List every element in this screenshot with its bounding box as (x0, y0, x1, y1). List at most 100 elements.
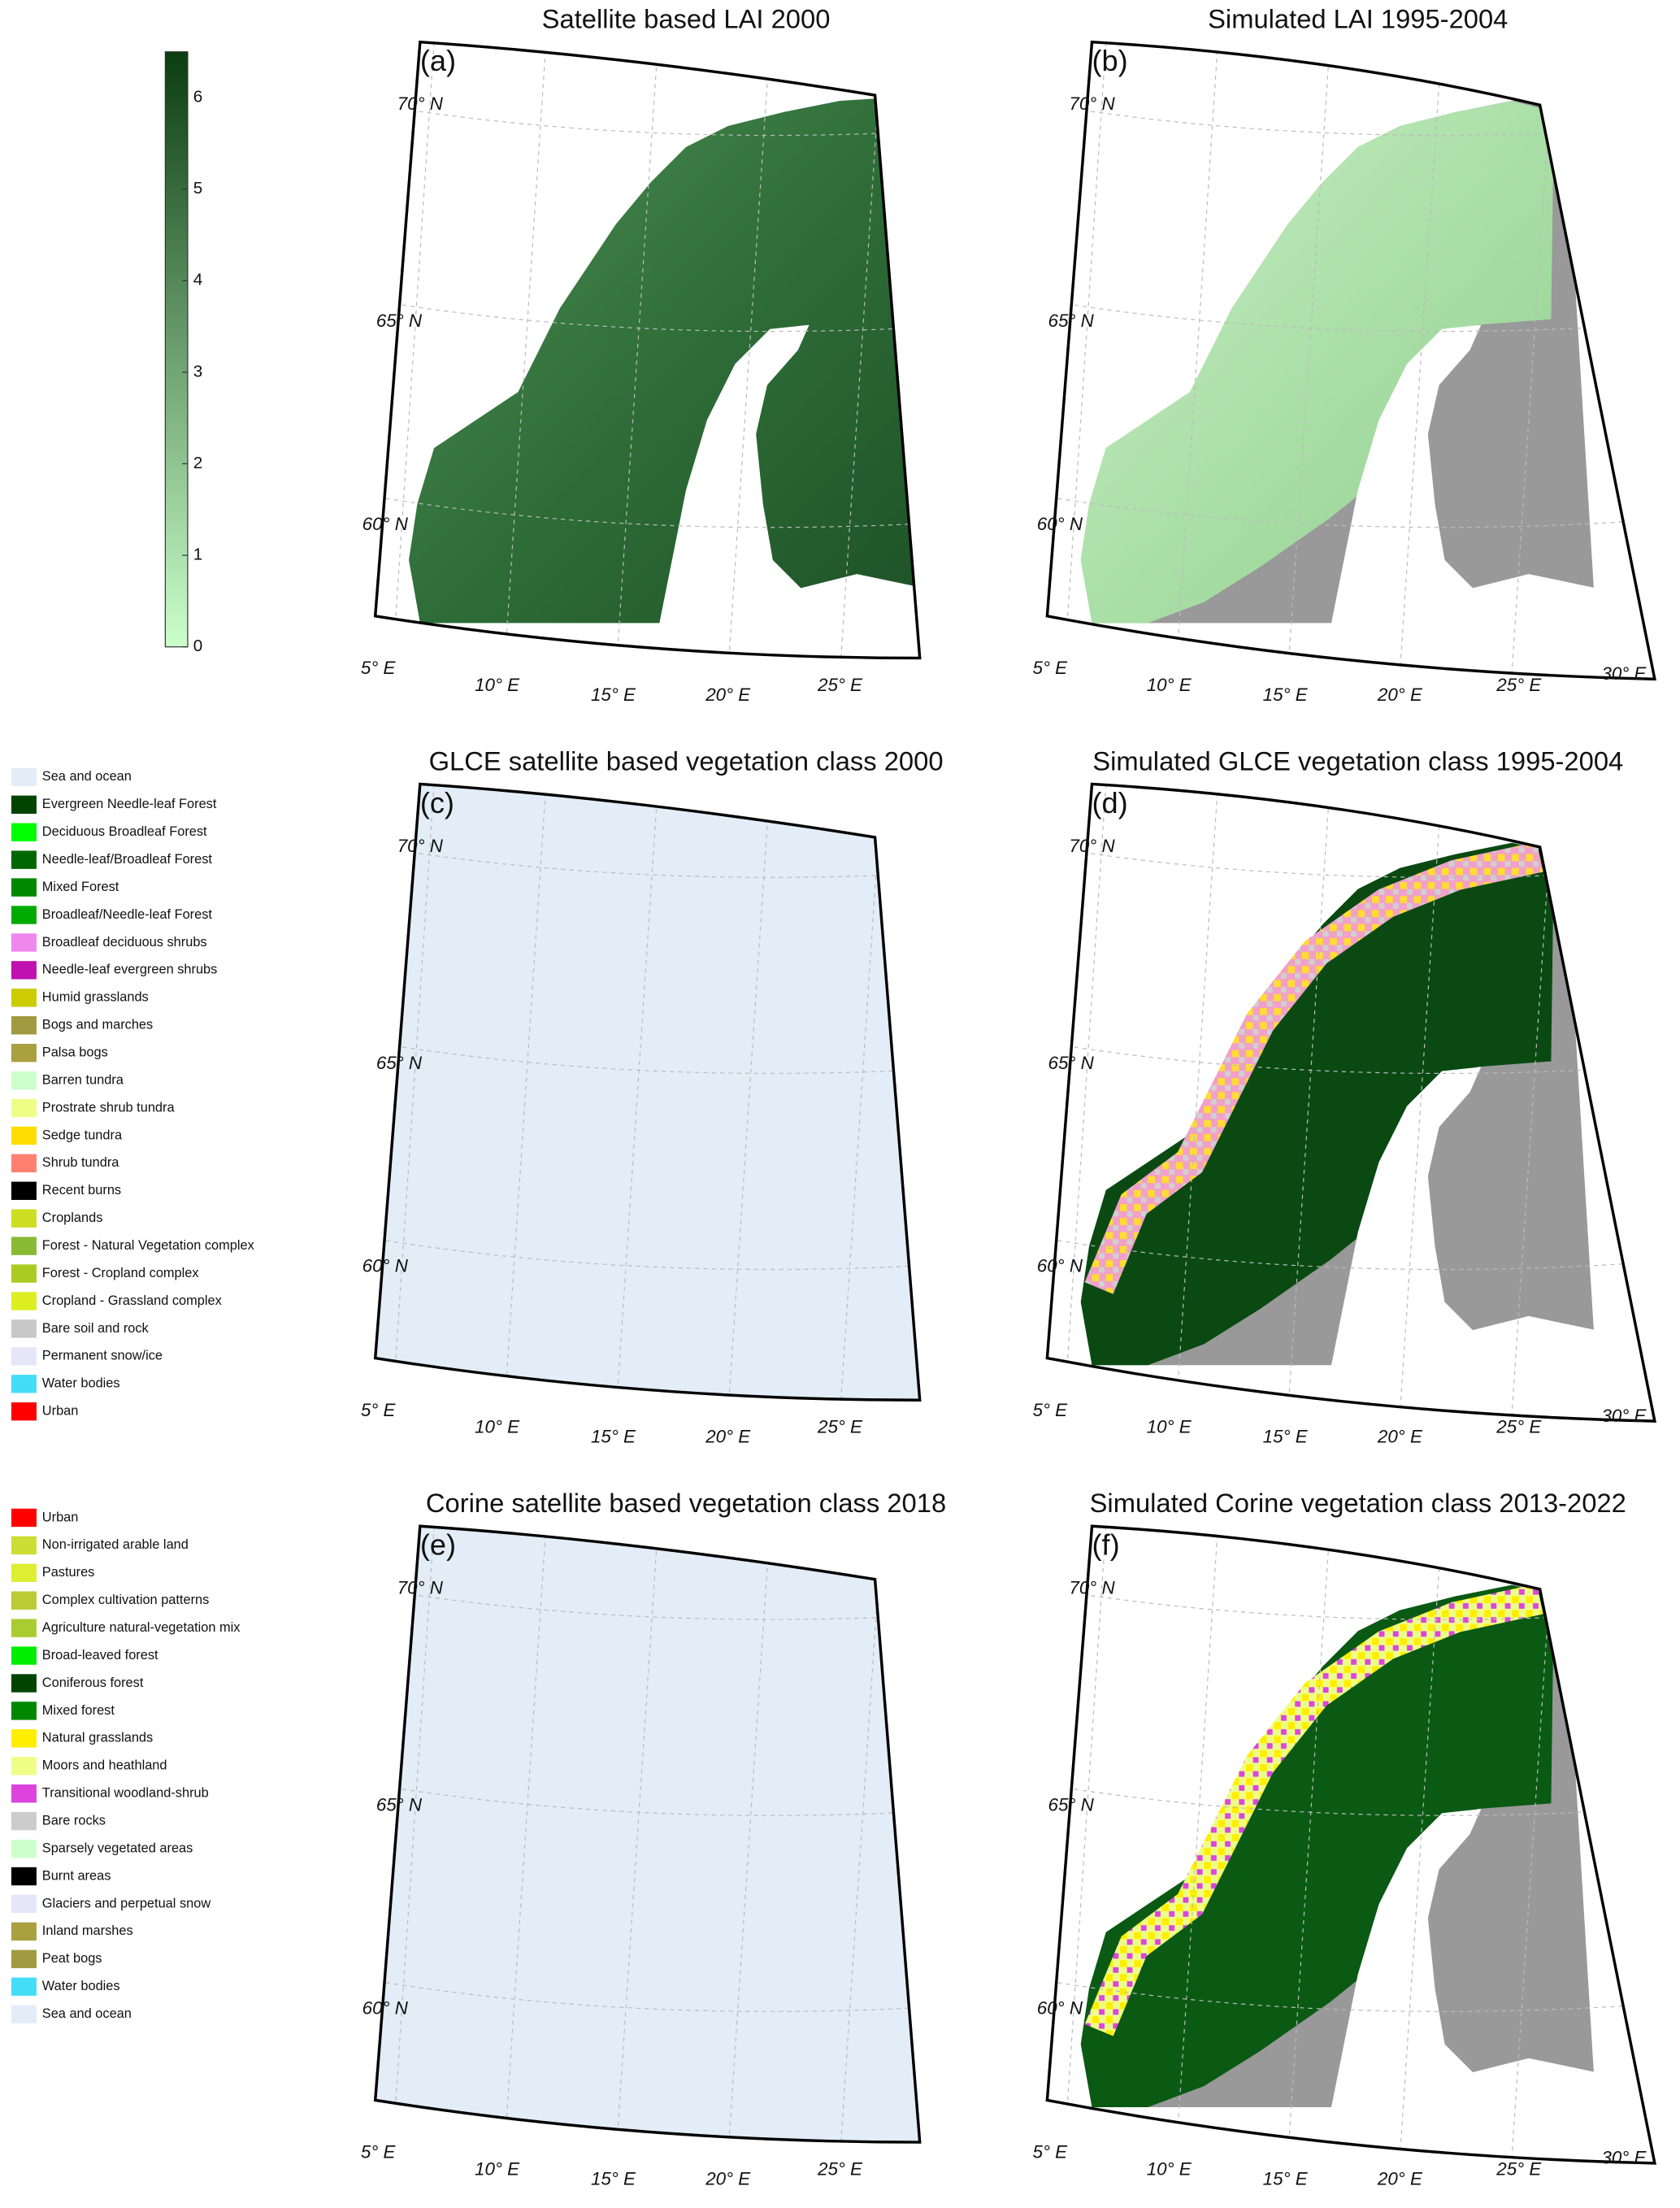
colorbar-label: 2 (193, 454, 202, 472)
lon-label: 15° E (591, 685, 636, 705)
legend-label: Humid grasslands (42, 990, 149, 1005)
map-content (1080, 98, 1596, 631)
legend-label: Urban (42, 1510, 79, 1524)
lon-label: 20° E (705, 1427, 751, 1447)
legend-swatch (11, 1209, 37, 1228)
legend-swatch (11, 1375, 37, 1393)
legend-swatch (11, 850, 37, 869)
map-area (1047, 41, 1655, 672)
lon-label: 10° E (475, 2158, 520, 2179)
legend-label: Needle-leaf/Broadleaf Forest (42, 852, 213, 867)
colorbar-label: 3 (193, 362, 202, 380)
legend-swatch (11, 2005, 37, 2023)
panel-label: (c) (420, 786, 454, 819)
legend-swatch (11, 1043, 37, 1063)
lon-label: 20° E (1377, 2168, 1423, 2188)
legend-swatch (11, 823, 37, 841)
lat-label: 70° N (1069, 836, 1115, 856)
lon-label: 20° E (705, 2168, 751, 2188)
legend-swatch (11, 1402, 37, 1421)
legend-swatch (11, 878, 37, 897)
lon-label: 20° E (705, 685, 751, 705)
legend-label: Bare soil and rock (42, 1321, 150, 1336)
panel-title: Satellite based LAI 2000 (542, 3, 831, 33)
legend-label: Glaciers and perpetual snow (42, 1896, 211, 1910)
legend-label: Mixed forest (42, 1703, 115, 1718)
panel-label: (b) (1092, 44, 1128, 77)
lon-label: 15° E (1263, 685, 1309, 705)
legend-label: Deciduous Broadleaf Forest (42, 824, 207, 839)
legend-label: Prostrate shrub tundra (42, 1100, 176, 1115)
legend-swatch (11, 1867, 37, 1886)
lon-label: 25° E (817, 2158, 863, 2179)
map-content (1080, 1582, 1596, 2115)
lon-label: 15° E (591, 1427, 636, 1447)
legend-swatch (11, 1922, 37, 1941)
lon-label: 30° E (1601, 1406, 1647, 1426)
legend-swatch (11, 1591, 37, 1610)
panel-title: GLCE satellite based vegetation class 20… (429, 745, 944, 776)
lat-label: 60° N (1037, 1997, 1083, 2018)
legend-swatch (11, 961, 37, 980)
lon-label: 20° E (1377, 1427, 1423, 1447)
lon-label: 15° E (591, 2168, 636, 2188)
legend-swatch (11, 1126, 37, 1145)
legend-label: Croplands (42, 1210, 103, 1225)
panel-title: Simulated GLCE vegetation class 1995-200… (1092, 745, 1623, 776)
legend-label: Transitional woodland-shrub (42, 1786, 209, 1801)
land (409, 98, 920, 624)
lat-label: 60° N (362, 1997, 409, 2018)
colorbar (164, 51, 189, 648)
map-content (409, 98, 920, 631)
legend-swatch (11, 1347, 37, 1366)
legend-swatch (11, 933, 37, 952)
map-panel: GLCE satellite based vegetation class 20… (361, 745, 944, 1447)
legend-label: Sedge tundra (42, 1128, 123, 1142)
legend-swatch (11, 1237, 37, 1255)
legend-label: Non-irrigated arable land (42, 1537, 189, 1552)
panel-label: (f) (1092, 1528, 1120, 1562)
lon-label: 5° E (361, 658, 397, 678)
legend-swatch (11, 1977, 37, 1996)
legend-label: Water bodies (42, 1376, 120, 1391)
legend-label: Forest - Natural Vegetation complex (42, 1238, 254, 1253)
legend-swatch (11, 1154, 37, 1173)
legend-label: Natural grasslands (42, 1731, 153, 1745)
lat-label: 70° N (1069, 1578, 1115, 1598)
lon-label: 20° E (1377, 685, 1423, 705)
legend-label: Barren tundra (42, 1072, 124, 1087)
legend-swatch (11, 1508, 37, 1528)
legend-label: Broad-leaved forest (42, 1648, 158, 1663)
legend-swatch (11, 906, 37, 924)
legends: Sea and ocean Evergreen Needle-leaf Fores… (11, 767, 254, 2023)
lat-label: 70° N (397, 1578, 444, 1598)
legend-swatch (11, 1292, 37, 1310)
lat-label: 65° N (1048, 1795, 1095, 1815)
lon-label: 25° E (817, 675, 863, 695)
lat-label: 70° N (397, 836, 444, 856)
lon-label: 5° E (361, 1400, 397, 1420)
panel-label: (e) (420, 1528, 456, 1562)
legend-label: Mixed Forest (42, 880, 119, 894)
map-area (375, 41, 920, 658)
legend-label: Shrub tundra (42, 1155, 119, 1170)
lon-label: 15° E (1263, 1427, 1309, 1447)
legend-swatch (11, 1894, 37, 1914)
colorbar-label: 4 (193, 271, 202, 289)
legend-label: Sea and ocean (42, 769, 132, 784)
legend-label: Bare rocks (42, 1813, 106, 1828)
legend-swatch (11, 1536, 37, 1555)
legend-swatch (11, 1949, 37, 1968)
lon-label: 5° E (1033, 1400, 1069, 1420)
legend-label: Needle-leaf evergreen shrubs (42, 963, 218, 977)
lon-label: 30° E (1601, 2148, 1647, 2168)
panel-label: (a) (420, 44, 456, 77)
legend-swatch (11, 1674, 37, 1693)
lat-label: 60° N (1037, 514, 1083, 534)
legend-label: Sparsely vegetated areas (42, 1841, 193, 1855)
legend-label: Coniferous forest (42, 1676, 144, 1690)
lon-label: 5° E (1033, 2142, 1069, 2162)
legend-label: Forest - Cropland complex (42, 1266, 199, 1280)
legend-label: Permanent snow/ice (42, 1349, 163, 1363)
